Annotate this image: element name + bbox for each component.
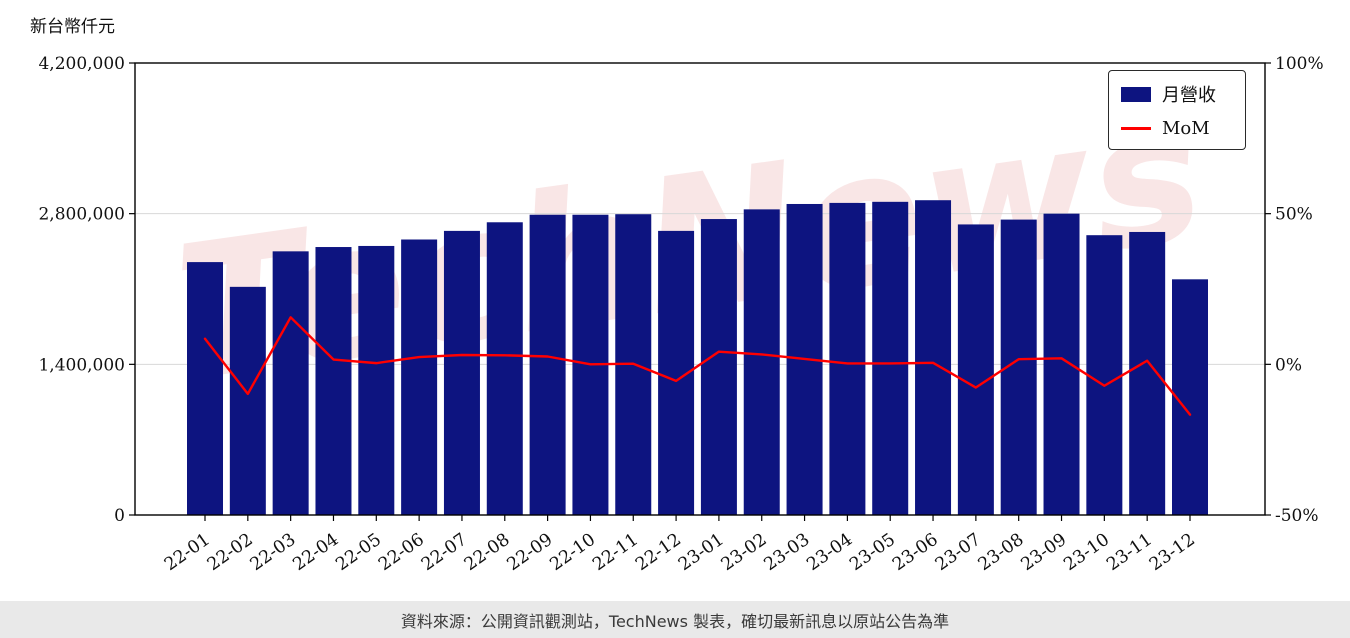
- bar-23-05: [872, 201, 909, 516]
- plot-border: [134, 62, 1266, 516]
- x-tick-label: 22-11: [589, 530, 642, 575]
- bar-23-07: [957, 224, 994, 515]
- bar-23-06: [915, 200, 952, 515]
- left-tick-label: 2,800,000: [38, 205, 125, 225]
- source-footer: 資料來源：公開資訊觀測站，TechNews 製表，確切最新訊息以原站公告為準: [0, 601, 1350, 638]
- x-tick-label: 22-03: [247, 530, 300, 575]
- left-tick-label: 1,400,000: [38, 355, 125, 375]
- legend-item-mom: MoM: [1121, 118, 1233, 139]
- right-tick-label: 50%: [1275, 205, 1313, 225]
- x-tick-label: 23-02: [718, 530, 771, 575]
- x-tick-label: 23-01: [675, 530, 728, 575]
- bar-23-11: [1129, 231, 1166, 515]
- bar-22-07: [443, 230, 480, 515]
- bar-swatch-icon: [1121, 86, 1151, 102]
- bar-23-04: [829, 202, 866, 515]
- x-tick-label: 22-01: [161, 530, 214, 575]
- bar-22-04: [315, 247, 352, 515]
- x-tick-label: 23-09: [1018, 530, 1071, 575]
- bar-23-01: [700, 219, 737, 516]
- bar-23-10: [1086, 235, 1123, 515]
- legend-mom-label: MoM: [1162, 118, 1210, 139]
- bar-22-02: [229, 286, 266, 515]
- bar-23-02: [743, 209, 780, 515]
- x-tick-label: 22-08: [461, 530, 514, 575]
- right-tick-label: -50%: [1275, 506, 1319, 526]
- x-tick-label: 22-10: [547, 530, 600, 575]
- x-tick-label: 22-02: [204, 530, 257, 575]
- x-tick-label: 23-05: [846, 530, 899, 575]
- x-tick-label: 22-06: [375, 530, 428, 575]
- x-tick-label: 23-12: [1146, 530, 1199, 575]
- bar-23-09: [1043, 213, 1080, 515]
- bar-22-01: [187, 262, 223, 515]
- left-tick-label: 4,200,000: [38, 54, 125, 74]
- bar-23-12: [1172, 279, 1208, 515]
- x-tick-label: 23-07: [932, 530, 985, 575]
- bar-22-05: [358, 245, 395, 515]
- chart-legend: 月營收 MoM: [1108, 70, 1246, 150]
- legend-item-revenue: 月營收: [1121, 81, 1233, 107]
- bar-22-06: [401, 239, 438, 515]
- bar-22-09: [529, 214, 566, 515]
- x-tick-label: 23-11: [1103, 530, 1156, 575]
- x-tick-label: 23-08: [975, 530, 1028, 575]
- x-tick-label: 23-04: [803, 530, 856, 575]
- x-tick-label: 22-04: [290, 530, 343, 575]
- left-tick-label: 0: [114, 506, 125, 526]
- right-tick-label: 0%: [1275, 355, 1302, 375]
- legend-revenue-label: 月營收: [1162, 85, 1216, 106]
- line-swatch-icon: [1121, 127, 1151, 130]
- x-tick-label: 22-07: [418, 530, 471, 575]
- x-tick-label: 23-10: [1060, 530, 1113, 575]
- bar-22-08: [486, 222, 523, 515]
- x-tick-label: 22-05: [332, 530, 385, 575]
- x-tick-label: 23-03: [761, 530, 814, 575]
- x-tick-label: 22-09: [504, 530, 557, 575]
- chart-canvas: 4,200,000 2,800,000 1,400,000 0 100% 50% 0% -50…: [38, 54, 1324, 575]
- mom-line: [203, 316, 1192, 416]
- left-axis-unit-label: 新台幣仟元: [30, 17, 115, 37]
- right-tick-label: 100%: [1275, 54, 1324, 74]
- x-tick-label: 23-06: [889, 530, 942, 575]
- bar-22-03: [272, 251, 309, 516]
- x-tick-label: 22-12: [632, 530, 685, 575]
